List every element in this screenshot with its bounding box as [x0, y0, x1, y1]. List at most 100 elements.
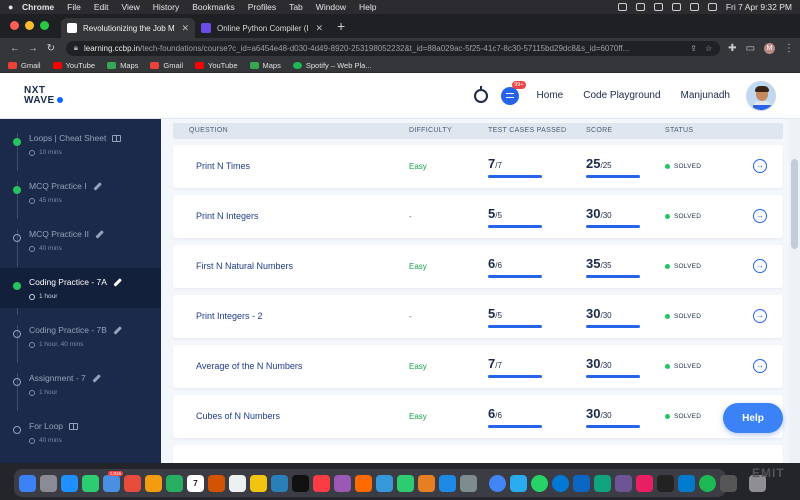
back-arrow-icon[interactable]: ←: [9, 42, 20, 54]
question-title[interactable]: Print Integers - 2: [196, 311, 263, 321]
mail-icon[interactable]: 1,016: [103, 470, 123, 492]
sidebar-item-coding-practice-7b[interactable]: Coding Practice - 7B 1 hour, 40 mins: [0, 316, 161, 356]
page-scrollbar[interactable]: [789, 119, 800, 463]
table-row[interactable]: Print N Times Easy 7/7 25/25 SOLVED →: [173, 145, 783, 188]
bookmark-gmail[interactable]: Gmail: [8, 61, 41, 70]
sidebar-item-mcq-practice-2[interactable]: MCQ Practice II 40 mins: [0, 220, 161, 260]
chatgpt-icon[interactable]: [594, 474, 611, 492]
bookmark-youtube[interactable]: YouTube: [195, 61, 238, 70]
telegram-icon[interactable]: [510, 474, 527, 492]
forward-arrow-icon[interactable]: →: [27, 42, 38, 54]
sidebar-item-mcq-practice-1[interactable]: MCQ Practice I 45 mins: [0, 172, 161, 212]
menu-datetime[interactable]: Fri 7 Apr 9:32 PM: [725, 2, 792, 12]
menu-item-window[interactable]: Window: [315, 2, 347, 12]
nav-home-link[interactable]: Home: [536, 90, 564, 101]
question-title[interactable]: Print N Integers: [196, 211, 259, 221]
nxtwave-logo[interactable]: NXT WAVE: [24, 85, 63, 106]
chat-icon[interactable]: 99+: [500, 80, 526, 105]
table-row[interactable]: [173, 445, 783, 463]
music-icon[interactable]: [313, 474, 330, 492]
open-question-arrow-icon[interactable]: →: [753, 159, 767, 173]
scrollbar-thumb[interactable]: [791, 159, 798, 249]
books-icon[interactable]: [355, 474, 372, 492]
facetime-icon[interactable]: [166, 474, 183, 492]
close-tab-icon[interactable]: ✕: [315, 22, 323, 33]
trash-icon[interactable]: [749, 474, 766, 492]
battery-icon[interactable]: [653, 3, 663, 11]
freeform-icon[interactable]: [271, 474, 288, 492]
bookmark-youtube[interactable]: YouTube: [52, 61, 95, 70]
numbers-icon[interactable]: [397, 474, 414, 492]
zoom-window-button[interactable]: [40, 21, 49, 30]
bookmark-maps[interactable]: Maps: [249, 61, 281, 70]
menu-item-help[interactable]: Help: [359, 2, 377, 12]
app-icon[interactable]: [720, 474, 737, 492]
sidebar-item-for-loop[interactable]: For Loop 40 mins: [0, 412, 161, 452]
keynote-icon[interactable]: [376, 474, 393, 492]
browser-tab[interactable]: Online Python Compiler (Interp ✕: [195, 18, 329, 38]
app-icon[interactable]: [636, 474, 653, 492]
new-tab-button[interactable]: +: [337, 18, 346, 34]
menu-app-name[interactable]: Chrome: [22, 2, 55, 12]
nav-code-playground-link[interactable]: Code Playground: [583, 90, 661, 101]
question-title[interactable]: First N Natural Numbers: [196, 261, 294, 271]
profile-avatar[interactable]: M: [764, 42, 776, 54]
question-title[interactable]: Print N Times: [196, 161, 251, 171]
photos-icon[interactable]: [145, 474, 162, 492]
sidebar-item-coding-practice-7a[interactable]: Coding Practice - 7A 1 hour: [0, 268, 161, 308]
sidebar-item-loops-cheat-sheet[interactable]: Loops | Cheat Sheet 10 mins: [0, 124, 161, 164]
user-name[interactable]: Manjunadh: [680, 90, 730, 101]
control-center-icon[interactable]: [707, 3, 717, 11]
search-icon[interactable]: [689, 3, 699, 11]
maps-app-icon[interactable]: [124, 474, 141, 492]
sidebar-toggle-icon[interactable]: ▭: [745, 42, 756, 54]
address-bar[interactable]: 🔒︎ learning.ccbp.in/tech-foundations/cou…: [65, 40, 721, 56]
messages-icon[interactable]: [82, 474, 99, 492]
browser-menu-icon[interactable]: ⋮: [784, 42, 795, 54]
table-row[interactable]: First N Natural Numbers Easy 6/6 35/35 S…: [173, 245, 783, 288]
apple-icon[interactable]: ●: [8, 2, 14, 12]
reminders-icon[interactable]: [229, 474, 246, 492]
vscode-icon[interactable]: [678, 474, 695, 492]
notes-icon[interactable]: [250, 474, 267, 492]
minimize-window-button[interactable]: [25, 21, 34, 30]
open-question-arrow-icon[interactable]: →: [753, 259, 767, 273]
browser-w-icon[interactable]: [552, 474, 569, 492]
reload-icon[interactable]: ↻: [46, 42, 55, 54]
menu-item-history[interactable]: History: [152, 2, 180, 12]
share-icon[interactable]: ⇪: [690, 43, 697, 53]
bookmark-spotify[interactable]: Spotify – Web Pla...: [292, 61, 372, 70]
question-title[interactable]: Cubes of N Numbers: [196, 411, 281, 421]
app-icon[interactable]: [615, 474, 632, 492]
help-button[interactable]: Help: [723, 403, 783, 433]
lock-icon[interactable]: 🔒︎: [73, 43, 78, 52]
menu-item-tab[interactable]: Tab: [289, 2, 303, 12]
whatsapp-icon[interactable]: [531, 474, 548, 492]
question-title[interactable]: Average of the N Numbers: [196, 361, 303, 371]
contacts-icon[interactable]: [208, 474, 225, 492]
podcasts-icon[interactable]: [334, 474, 351, 492]
bookmark-star-icon[interactable]: ☆: [705, 43, 713, 53]
close-window-button[interactable]: [10, 21, 19, 30]
open-question-arrow-icon[interactable]: →: [753, 359, 767, 373]
table-row[interactable]: Average of the N Numbers Easy 7/7 30/30 …: [173, 345, 783, 388]
chrome-icon[interactable]: [489, 474, 506, 492]
launchpad-icon[interactable]: [40, 474, 57, 492]
user-avatar[interactable]: [746, 80, 776, 111]
calendar-icon[interactable]: 7: [187, 474, 204, 492]
linkedin-icon[interactable]: [573, 474, 590, 492]
sidebar-item-assignment-7[interactable]: Assignment - 7 1 hour: [0, 364, 161, 404]
menu-item-bookmarks[interactable]: Bookmarks: [192, 2, 235, 12]
menu-item-view[interactable]: View: [121, 2, 140, 12]
record-icon[interactable]: [635, 3, 645, 11]
creative-cloud-icon[interactable]: [617, 3, 627, 11]
table-row[interactable]: Print Integers - 2 - 5/5 30/30 SOLVED →: [173, 295, 783, 338]
open-question-arrow-icon[interactable]: →: [753, 309, 767, 323]
stopwatch-icon[interactable]: [473, 85, 488, 103]
safari-icon[interactable]: [61, 474, 78, 492]
apple-tv-icon[interactable]: [292, 474, 309, 492]
table-row[interactable]: Cubes of N Numbers Easy 6/6 30/30 SOLVED: [173, 395, 783, 438]
system-settings-icon[interactable]: [460, 474, 477, 492]
bookmark-maps[interactable]: Maps: [107, 61, 138, 70]
menu-item-profiles[interactable]: Profiles: [247, 2, 277, 12]
